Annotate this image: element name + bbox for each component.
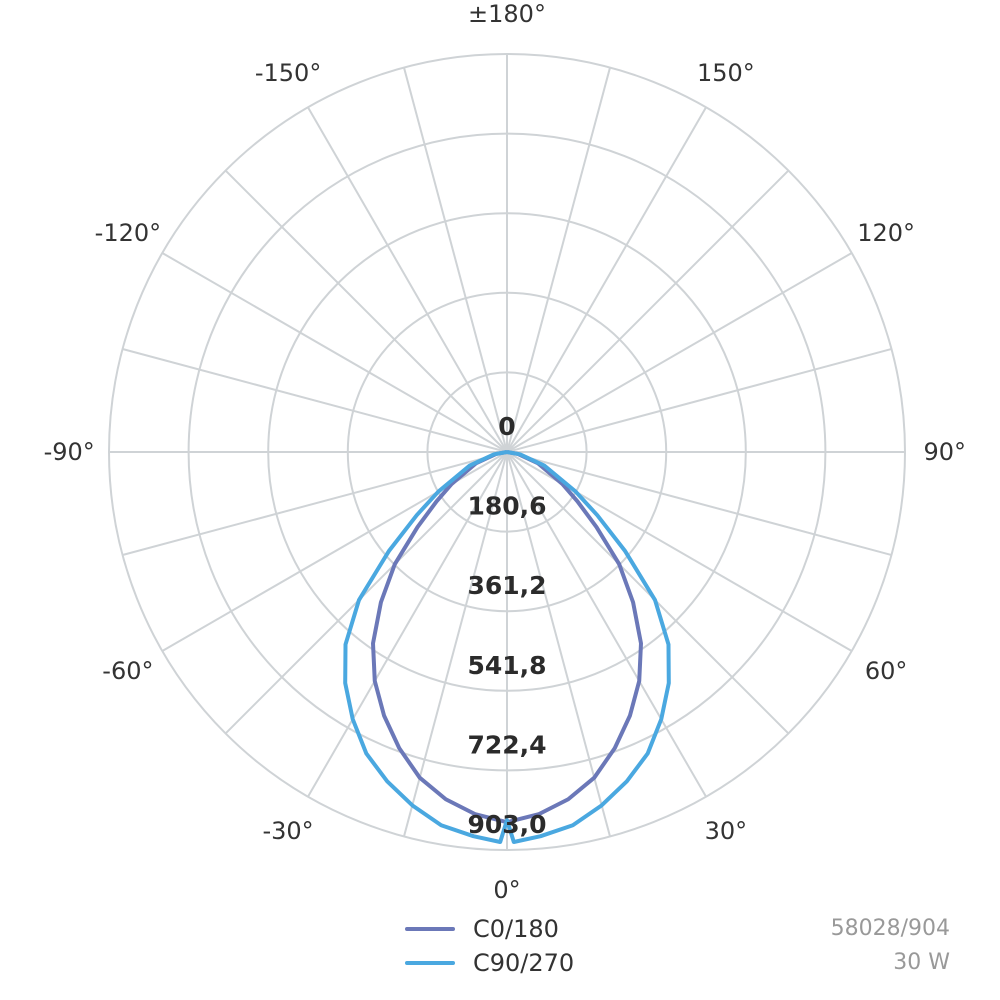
grid-spoke-225 [224,169,508,453]
angle-label-7: -150° [255,59,321,87]
radial-tick-label-5: 903,0 [467,810,546,839]
grid-spoke-285 [122,451,508,556]
angle-label-3: 90° [924,438,967,466]
legend-swatch-c90-270 [405,961,455,965]
radial-tick-label-0: 0 [498,412,515,441]
grid-spoke-150 [506,106,707,453]
radial-tick-label-3: 541,8 [467,651,546,680]
angle-label-5: 150° [697,59,755,87]
grid-spoke-345 [403,451,508,837]
legend-item-c90-270: C90/270 [405,946,574,980]
angle-label-8: -120° [95,219,161,247]
product-code: 58028/904 [830,916,950,941]
series-line-c90-270 [343,450,671,845]
angle-label-2: 60° [865,657,908,685]
grid-spoke-120 [506,252,853,453]
radial-tick-label-4: 722,4 [467,730,546,759]
grid-spoke-135 [506,169,790,453]
grid-spoke-255 [122,348,508,453]
product-power: 30 W [893,950,950,975]
grid-spoke-330 [307,451,508,798]
grid-spoke-15 [506,451,611,837]
angle-label-9: -90° [44,438,95,466]
product-info: 58028/904 30 W [831,912,950,980]
grid-spoke-45 [506,451,790,735]
angle-label-4: 120° [857,219,915,247]
grid-spoke-30 [506,451,707,798]
legend-label-c90-270: C90/270 [473,949,575,977]
legend-item-c0-180: C0/180 [405,912,574,946]
grid-spoke-75 [506,451,892,556]
angle-label-1: 30° [705,817,748,845]
angle-label-0: 0° [493,876,520,904]
grid-spoke-165 [506,67,611,453]
grid-spoke-315 [224,451,508,735]
legend: C0/180 C90/270 [405,912,574,980]
legend-label-c0-180: C0/180 [473,915,559,943]
grid-spoke-210 [307,106,508,453]
polar-grid [108,53,906,851]
grid-spoke-195 [403,67,508,453]
grid-spoke-105 [506,348,892,453]
angle-label-11: -30° [262,817,313,845]
label-layer: 0° 30° 60° 90° 120° 150° ±180° -150° -120° -90° -6… [44,0,966,904]
angle-label-6: ±180° [468,0,546,28]
legend-swatch-c0-180 [405,927,455,931]
radial-tick-label-1: 180,6 [467,492,546,521]
radial-tick-label-2: 361,2 [467,571,546,600]
grid-spoke-240 [161,252,508,453]
series-layer [343,450,671,845]
angle-label-10: -60° [102,657,153,685]
